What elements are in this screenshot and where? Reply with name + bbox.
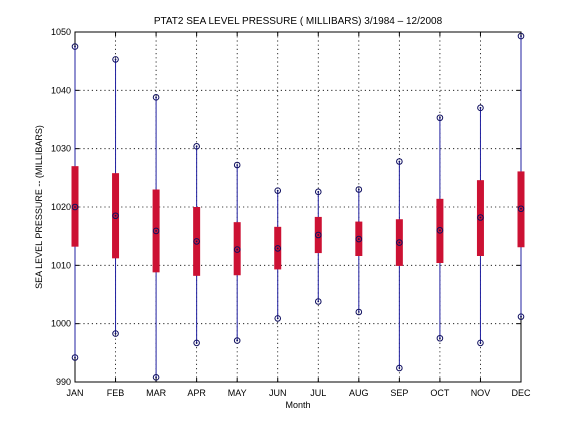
min-marker: [517, 313, 525, 320]
min-marker-dot: [276, 317, 279, 320]
min-marker: [477, 339, 484, 347]
y-tick-label: 1050: [51, 27, 71, 37]
min-marker-dot: [195, 342, 198, 344]
median-marker: [152, 227, 160, 235]
median-marker: [314, 231, 322, 239]
median-marker-dot: [114, 214, 117, 217]
max-marker-dot: [357, 188, 360, 191]
x-tick-label: MAR: [146, 388, 167, 398]
median-marker-dot: [236, 248, 239, 251]
max-marker: [71, 43, 79, 50]
x-tick-label: APR: [187, 388, 206, 398]
max-marker-dot: [276, 189, 279, 192]
max-marker: [517, 32, 525, 40]
median-marker-dot: [74, 206, 76, 208]
max-marker: [314, 188, 322, 196]
max-marker-dot: [114, 58, 117, 61]
min-marker-dot: [236, 339, 239, 342]
median-marker-dot: [439, 229, 441, 232]
median-marker: [477, 214, 484, 221]
min-marker: [355, 308, 363, 316]
max-marker-dot: [236, 164, 239, 166]
y-tick-label: 1010: [51, 260, 71, 270]
y-tick-label: 1030: [51, 144, 71, 154]
x-tick-label: FEB: [107, 388, 125, 398]
y-tick-labels: 990 1000 1010 1020 1030 1040 1050: [51, 27, 71, 387]
y-tick-label: 1040: [51, 85, 71, 95]
min-marker: [274, 315, 282, 322]
min-marker: [396, 364, 403, 372]
x-tick-label: NOV: [471, 388, 491, 398]
min-marker-dot: [520, 315, 522, 318]
median-marker: [517, 205, 525, 213]
max-marker: [355, 186, 363, 193]
median-marker-dot: [357, 238, 360, 240]
median-marker-dot: [195, 240, 198, 243]
marker-group: [71, 32, 525, 381]
x-tick-labels: JAN FEB MAR APR MAY JUN JUL AUG SEP OCT NOV DEC: [66, 388, 531, 398]
min-marker: [112, 330, 119, 337]
y-tick-label: 1000: [51, 319, 71, 329]
median-marker: [396, 239, 403, 246]
max-marker: [477, 104, 484, 112]
y-axis-label: SEA LEVEL PRESSURE -- (MILLIBARS): [34, 125, 44, 289]
min-marker: [233, 337, 241, 344]
median-marker: [233, 246, 241, 253]
min-marker-dot: [439, 337, 441, 340]
median-marker: [193, 238, 200, 245]
x-tick-label: MAY: [228, 388, 247, 398]
median-marker-dot: [317, 234, 320, 236]
max-marker: [233, 161, 241, 169]
median-marker: [71, 203, 79, 211]
max-marker: [193, 143, 200, 150]
median-marker: [112, 212, 119, 220]
y-tick-label: 1020: [51, 202, 71, 212]
min-marker: [71, 354, 79, 361]
min-marker-dot: [74, 356, 76, 359]
max-marker-dot: [398, 160, 401, 163]
y-tick-label: 990: [56, 377, 71, 387]
max-marker: [112, 56, 119, 63]
max-marker: [436, 114, 444, 122]
x-tick-label: DEC: [511, 388, 531, 398]
median-marker-dot: [155, 230, 157, 232]
median-marker-dot: [276, 247, 279, 250]
max-marker-dot: [520, 35, 522, 37]
chart-title: PTAT2 SEA LEVEL PRESSURE ( MILLIBARS) 3/…: [154, 16, 443, 27]
max-marker: [274, 187, 282, 194]
min-marker: [314, 298, 322, 305]
min-marker-dot: [357, 311, 360, 313]
min-marker-dot: [398, 367, 401, 369]
max-marker: [396, 158, 403, 165]
min-marker-dot: [114, 332, 117, 335]
median-marker-dot: [398, 241, 401, 244]
x-axis-label: Month: [285, 400, 310, 410]
max-marker: [152, 94, 160, 101]
x-tick-label: JUL: [310, 388, 326, 398]
x-tick-label: JUN: [269, 388, 287, 398]
median-marker-dot: [520, 207, 522, 210]
median-marker: [436, 227, 444, 234]
x-tick-label: AUG: [349, 388, 369, 398]
max-marker-dot: [195, 145, 198, 148]
max-marker-dot: [317, 190, 320, 193]
min-marker: [152, 374, 160, 381]
median-marker-dot: [479, 216, 482, 219]
max-marker-dot: [155, 96, 157, 99]
x-tick-label: JAN: [66, 388, 83, 398]
min-marker: [436, 334, 444, 342]
median-marker: [274, 245, 282, 252]
x-tick-label: OCT: [430, 388, 450, 398]
x-tick-label: SEP: [390, 388, 408, 398]
max-marker-dot: [74, 45, 76, 48]
median-marker: [355, 235, 363, 243]
max-marker-dot: [439, 116, 441, 119]
min-marker-dot: [479, 342, 482, 344]
min-marker-dot: [317, 300, 320, 303]
min-marker-dot: [155, 376, 157, 379]
max-marker-dot: [479, 106, 482, 109]
min-marker: [193, 339, 200, 347]
